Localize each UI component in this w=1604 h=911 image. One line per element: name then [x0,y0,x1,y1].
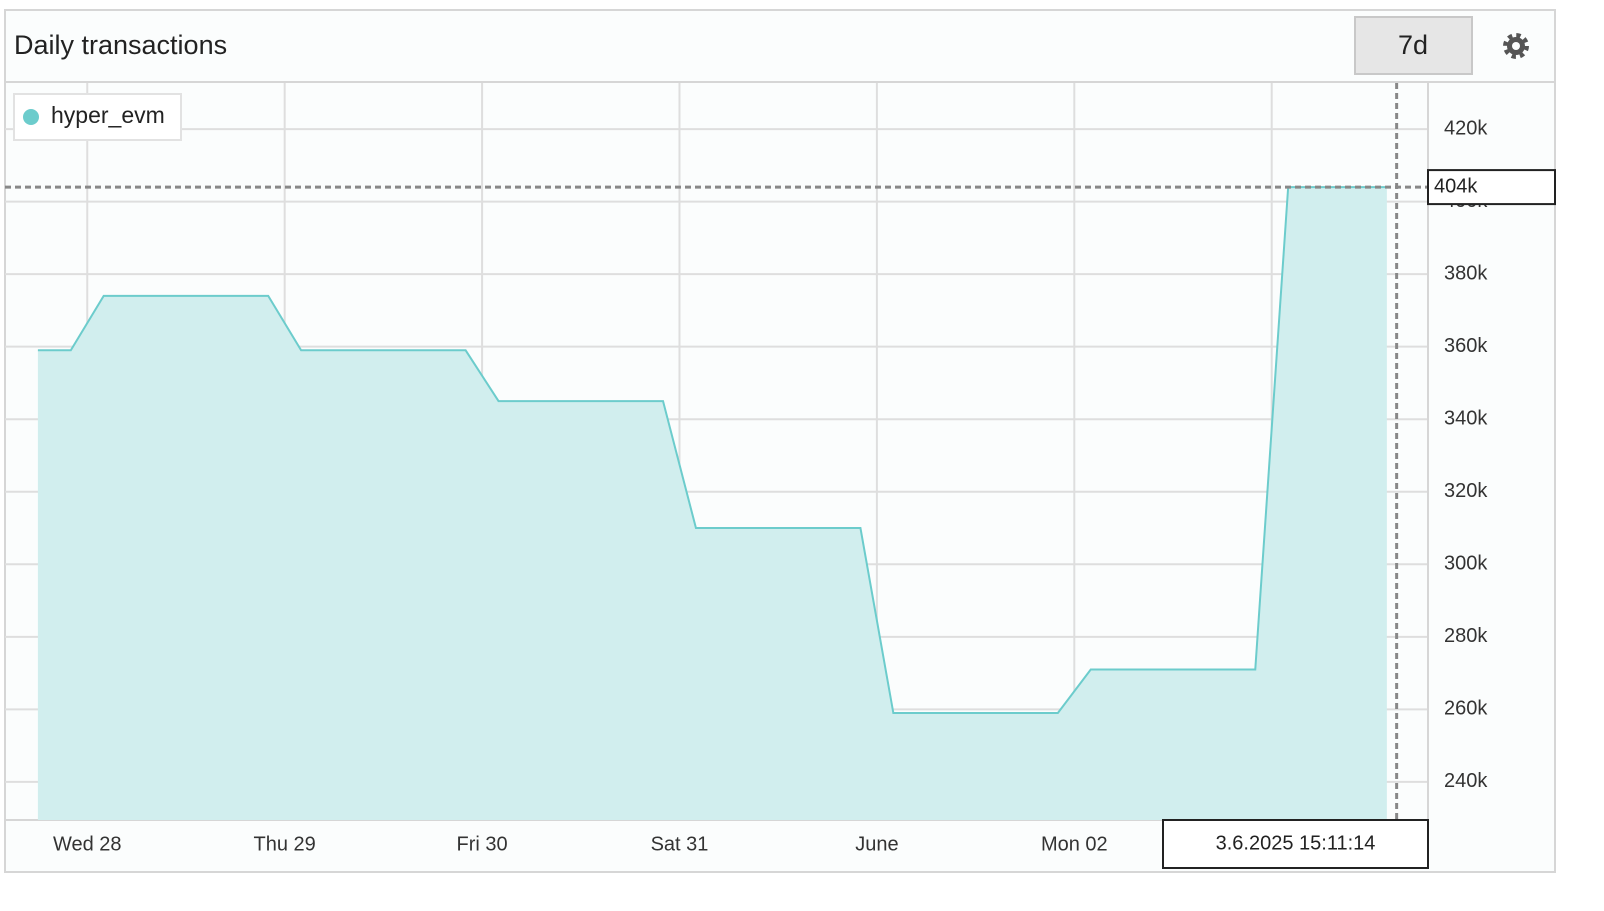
y-tick-label: 260k [1444,698,1488,720]
y-tick-label: 420k [1444,117,1488,139]
y-tick-label: 340k [1444,408,1488,430]
series-line [37,186,1387,715]
y-tick-label: 240k [1444,770,1488,792]
crosshair-x-box [1162,819,1429,869]
y-tick-label: 300k [1444,553,1488,575]
x-tick-label: Wed 28 [53,833,122,855]
crosshair-y-box [1427,169,1556,206]
crosshair-y-label: 404k [1434,175,1478,197]
area-fill [37,187,1387,820]
legend-marker [23,109,39,125]
legend-box [13,93,182,141]
y-tick-label: 280k [1444,625,1488,647]
x-tick-label: Thu 29 [254,833,316,855]
y-tick-label: 320k [1444,480,1488,502]
y-tick-label: 380k [1444,262,1488,284]
range-button-label[interactable]: 7d [1398,30,1428,60]
plot: 240k260k280k300k320k340k360k380k400k420k… [5,83,1556,869]
x-tick-label: Mon 02 [1041,833,1108,855]
legend-label: hyper_evm [51,102,165,128]
y-tick-label: 360k [1444,335,1488,357]
crosshair-x-label: 3.6.2025 15:11:14 [1216,832,1376,854]
x-tick-label: June [855,833,898,855]
x-tick-label: Fri 30 [457,833,508,855]
x-tick-label: Sat 31 [651,833,709,855]
chart-title: Daily transactions [14,30,227,60]
settings-icon[interactable] [1503,33,1529,59]
range-button[interactable] [1354,16,1473,75]
